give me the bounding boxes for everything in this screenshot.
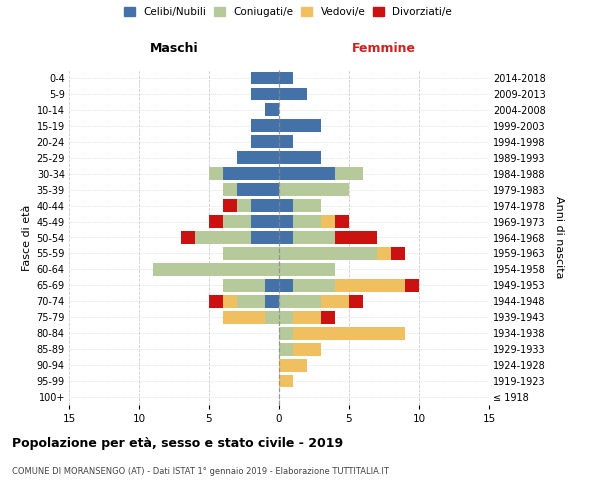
Bar: [279, 247, 377, 260]
Bar: [279, 295, 321, 308]
Text: COMUNE DI MORANSENGO (AT) - Dati ISTAT 1° gennaio 2019 - Elaborazione TUTTITALIA: COMUNE DI MORANSENGO (AT) - Dati ISTAT 1…: [12, 468, 389, 476]
Bar: [209, 295, 223, 308]
Bar: [237, 184, 279, 196]
Bar: [251, 231, 279, 244]
Bar: [223, 279, 265, 291]
Bar: [279, 263, 335, 276]
Bar: [335, 279, 405, 291]
Bar: [251, 136, 279, 148]
Bar: [251, 215, 279, 228]
Bar: [321, 295, 349, 308]
Legend: Celibi/Nubili, Coniugati/e, Vedovi/e, Divorziati/e: Celibi/Nubili, Coniugati/e, Vedovi/e, Di…: [122, 5, 454, 20]
Bar: [279, 374, 293, 388]
Bar: [293, 327, 405, 340]
Bar: [181, 231, 195, 244]
Bar: [335, 231, 377, 244]
Bar: [195, 231, 251, 244]
Bar: [279, 327, 293, 340]
Bar: [279, 168, 335, 180]
Bar: [293, 199, 321, 212]
Bar: [237, 199, 251, 212]
Bar: [251, 120, 279, 132]
Bar: [223, 311, 265, 324]
Bar: [321, 215, 335, 228]
Bar: [293, 279, 335, 291]
Text: Popolazione per età, sesso e stato civile - 2019: Popolazione per età, sesso e stato civil…: [12, 438, 343, 450]
Bar: [251, 88, 279, 101]
Bar: [237, 295, 265, 308]
Text: Maschi: Maschi: [149, 42, 199, 55]
Bar: [209, 215, 223, 228]
Bar: [223, 168, 279, 180]
Bar: [293, 215, 321, 228]
Bar: [209, 168, 223, 180]
Bar: [279, 231, 293, 244]
Bar: [279, 311, 293, 324]
Bar: [321, 311, 335, 324]
Bar: [293, 311, 321, 324]
Bar: [279, 120, 321, 132]
Bar: [265, 279, 279, 291]
Bar: [279, 279, 293, 291]
Bar: [153, 263, 279, 276]
Bar: [377, 247, 391, 260]
Bar: [251, 72, 279, 85]
Text: Femmine: Femmine: [352, 42, 416, 55]
Bar: [223, 247, 279, 260]
Bar: [223, 215, 251, 228]
Y-axis label: Anni di nascita: Anni di nascita: [554, 196, 564, 279]
Bar: [279, 343, 293, 355]
Bar: [279, 215, 293, 228]
Bar: [391, 247, 405, 260]
Bar: [293, 231, 335, 244]
Bar: [265, 311, 279, 324]
Y-axis label: Fasce di età: Fasce di età: [22, 204, 32, 270]
Bar: [279, 184, 349, 196]
Bar: [279, 136, 293, 148]
Bar: [279, 72, 293, 85]
Bar: [349, 295, 363, 308]
Bar: [335, 215, 349, 228]
Bar: [293, 343, 321, 355]
Bar: [279, 199, 293, 212]
Bar: [279, 358, 307, 372]
Bar: [223, 295, 237, 308]
Bar: [279, 88, 307, 101]
Bar: [251, 199, 279, 212]
Bar: [279, 152, 321, 164]
Bar: [223, 184, 237, 196]
Bar: [405, 279, 419, 291]
Bar: [237, 152, 279, 164]
Bar: [265, 295, 279, 308]
Bar: [335, 168, 363, 180]
Bar: [265, 104, 279, 117]
Bar: [223, 199, 237, 212]
